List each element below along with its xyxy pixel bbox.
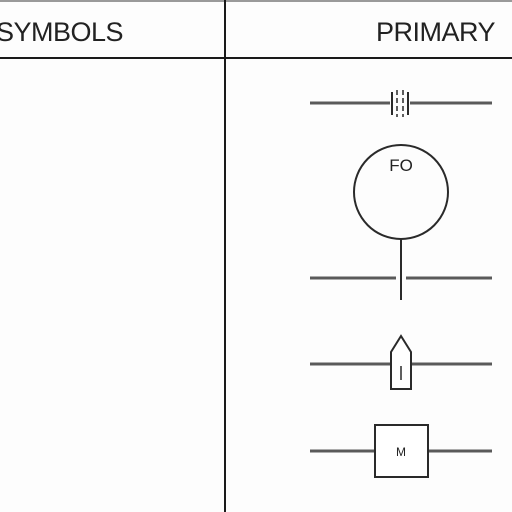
meter-label: M [396,445,406,459]
column-header-primary: PRIMARY [376,17,496,47]
balloon-label: FO [389,156,413,175]
arrow-element-body [390,334,412,390]
top-border [0,0,512,2]
flow-instrument-balloon-symbol: FO [353,144,449,300]
header-divider [0,57,512,59]
meter-box-symbol: M [310,424,492,478]
arrow-flow-element-symbol [310,334,492,390]
column-header-symbols: SYMBOLS [0,17,124,47]
column-divider [224,0,226,512]
orifice-plate-symbol [310,90,492,117]
meter-box [374,424,429,478]
